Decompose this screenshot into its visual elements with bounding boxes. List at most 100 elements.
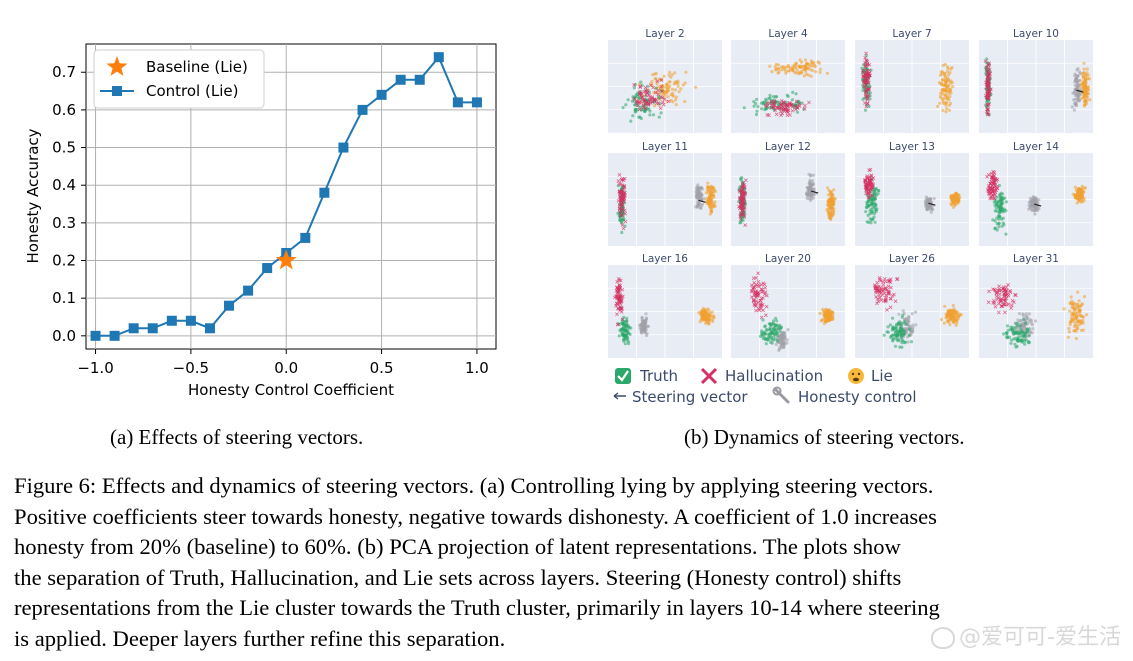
scatter-point	[780, 111, 785, 116]
scatter-point	[984, 109, 989, 114]
scatter-point	[1002, 292, 1007, 297]
scatter-point	[861, 68, 865, 73]
scatter-point	[948, 323, 952, 327]
scatter-point	[945, 313, 949, 317]
scatter-point	[951, 303, 955, 308]
scatter-point	[648, 97, 653, 102]
scatter-point	[1074, 76, 1078, 80]
x-tick-label: 0.5	[370, 359, 394, 377]
scatter-point	[908, 327, 912, 332]
x-tick-label: −1.0	[77, 359, 113, 377]
scatter-point	[1076, 197, 1081, 201]
scatter-point	[1072, 305, 1077, 309]
scatter-point	[863, 60, 867, 65]
scatter-point	[638, 100, 643, 104]
scatter-point	[1082, 81, 1086, 85]
scatter-point	[763, 325, 767, 329]
scatter-point	[619, 209, 624, 214]
scatter-point	[826, 186, 830, 190]
scatter-point	[864, 69, 869, 73]
pca-scatter-grid: Layer 2 Layer 4 Layer 7 Layer 10 Layer 11 Lay…	[608, 28, 1093, 358]
scatter-point	[1035, 198, 1039, 202]
scatter-point	[708, 313, 712, 317]
scatter-point	[883, 279, 888, 284]
scatter-point	[996, 214, 1001, 218]
scatter-panel: Layer 11	[608, 141, 722, 246]
scatter-point	[863, 178, 867, 183]
scatter-point	[1016, 318, 1020, 322]
scatter-point	[820, 318, 824, 322]
scatter-point	[1002, 332, 1006, 336]
scatter-point	[651, 73, 655, 77]
scatter-point	[639, 80, 643, 84]
scatter-point	[713, 200, 717, 204]
panel-title: Layer 4	[768, 28, 808, 40]
scatter-point	[869, 173, 873, 178]
lie-face-mouth	[853, 377, 859, 382]
legend-honesty-control: Honesty control	[798, 388, 917, 406]
scatter-point	[954, 323, 958, 327]
scatter-point	[785, 113, 790, 118]
scatter-point	[868, 167, 873, 172]
scatter-point	[764, 304, 769, 309]
scatter-point	[989, 196, 994, 201]
scatter-point	[874, 290, 878, 295]
scatter-point	[929, 210, 933, 214]
scatter-point	[1075, 80, 1079, 84]
scatter-point	[832, 188, 836, 192]
scatter-point	[939, 317, 944, 322]
scatter-point	[771, 321, 775, 325]
scatter-point	[788, 66, 793, 70]
scatter-point	[760, 107, 764, 111]
scatter-point	[901, 313, 905, 317]
scatter-point	[764, 293, 769, 298]
scatter-point	[741, 218, 745, 222]
scatter-point	[959, 313, 963, 317]
scatter-point	[1028, 205, 1032, 210]
scatter-point	[1087, 77, 1091, 81]
scatter-point	[810, 64, 815, 68]
scatter-point	[940, 90, 944, 94]
scatter-point	[1023, 334, 1027, 338]
scatter-point	[985, 95, 990, 100]
scatter-point	[899, 326, 904, 330]
scatter-point	[997, 225, 1001, 229]
scatter-point	[781, 334, 785, 338]
scatter-point	[658, 106, 663, 111]
scatter-point	[818, 311, 822, 315]
scatter-point	[754, 308, 758, 313]
data-point	[319, 187, 330, 198]
data-point	[109, 330, 120, 341]
scatter-point	[949, 318, 953, 322]
scatter-point	[1083, 94, 1087, 98]
scatter-point	[1080, 303, 1084, 307]
scatter-point	[774, 316, 778, 320]
scatter-point	[793, 107, 798, 112]
scatter-point	[1013, 342, 1017, 346]
scatter-point	[614, 294, 619, 299]
scatter-point	[646, 84, 650, 88]
scatter-point	[767, 113, 771, 118]
scatter-point	[932, 197, 936, 201]
scatter-point	[822, 309, 826, 314]
scatter-point	[769, 103, 774, 108]
legend-lie: Lie	[871, 367, 893, 385]
scatter-point	[770, 331, 774, 335]
scatter-point	[702, 317, 706, 321]
scatter-point	[1019, 327, 1023, 331]
scatter-point	[899, 321, 903, 325]
scatter-point	[741, 198, 746, 203]
scatter-point	[812, 187, 816, 191]
scatter-point	[773, 323, 777, 327]
scatter-point	[665, 83, 669, 87]
scatter-point	[874, 209, 878, 214]
scatter-point	[1033, 212, 1037, 216]
scatter-point	[1002, 223, 1006, 227]
scatter-point	[635, 92, 639, 97]
scatter-point	[831, 212, 836, 216]
scatter-point	[644, 333, 649, 338]
scatter-point	[1025, 328, 1029, 332]
scatter-point	[949, 101, 953, 105]
scatter-point	[617, 203, 622, 207]
scatter-point	[1003, 196, 1007, 200]
